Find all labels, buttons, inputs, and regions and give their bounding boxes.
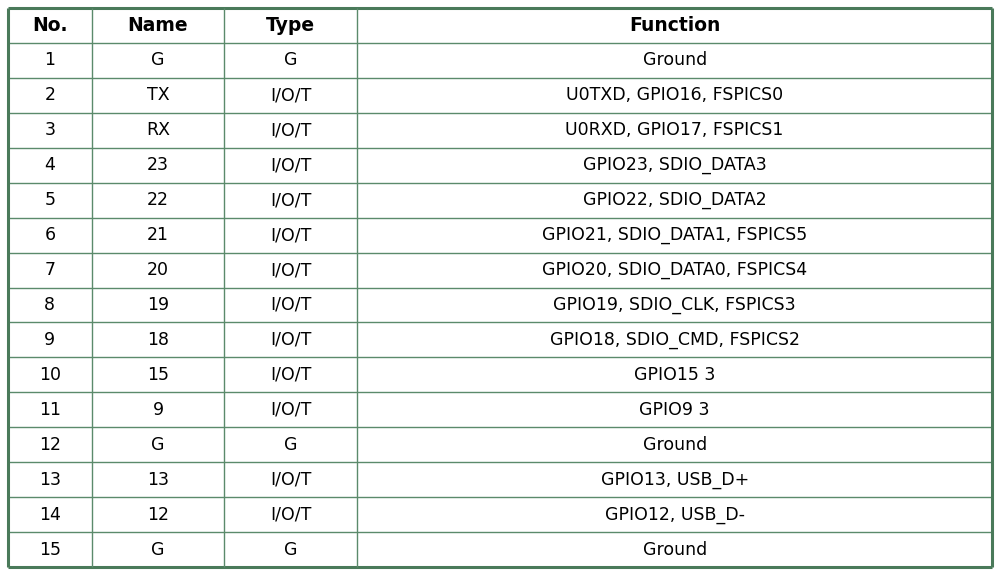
Text: GPIO9 3: GPIO9 3	[639, 401, 710, 419]
Text: 19: 19	[147, 296, 169, 314]
Text: 6: 6	[44, 226, 55, 244]
Text: Ground: Ground	[643, 540, 707, 558]
Text: G: G	[151, 540, 165, 558]
Text: I/O/T: I/O/T	[270, 331, 312, 349]
Text: GPIO23, SDIO_DATA3: GPIO23, SDIO_DATA3	[583, 156, 767, 174]
Text: G: G	[151, 436, 165, 454]
Text: Type: Type	[266, 16, 315, 35]
Text: RX: RX	[146, 121, 170, 139]
Text: 18: 18	[147, 331, 169, 349]
Text: Ground: Ground	[643, 436, 707, 454]
Text: 8: 8	[44, 296, 55, 314]
Text: GPIO22, SDIO_DATA2: GPIO22, SDIO_DATA2	[583, 191, 767, 209]
Text: Ground: Ground	[643, 51, 707, 70]
Text: TX: TX	[147, 86, 169, 104]
Text: 3: 3	[44, 121, 55, 139]
Text: 20: 20	[147, 261, 169, 279]
Text: 1: 1	[44, 51, 55, 70]
Text: I/O/T: I/O/T	[270, 366, 312, 384]
Text: 11: 11	[39, 401, 61, 419]
Text: GPIO19, SDIO_CLK, FSPICS3: GPIO19, SDIO_CLK, FSPICS3	[553, 296, 796, 314]
Text: I/O/T: I/O/T	[270, 121, 312, 139]
Text: I/O/T: I/O/T	[270, 401, 312, 419]
Text: 2: 2	[44, 86, 55, 104]
Text: G: G	[284, 540, 298, 558]
Text: 22: 22	[147, 191, 169, 209]
Text: U0RXD, GPIO17, FSPICS1: U0RXD, GPIO17, FSPICS1	[565, 121, 784, 139]
Text: 13: 13	[39, 471, 61, 489]
Text: 5: 5	[44, 191, 55, 209]
Text: I/O/T: I/O/T	[270, 296, 312, 314]
Text: 10: 10	[39, 366, 61, 384]
Text: I/O/T: I/O/T	[270, 191, 312, 209]
Text: GPIO15 3: GPIO15 3	[634, 366, 715, 384]
Text: 12: 12	[147, 505, 169, 524]
Text: GPIO12, USB_D-: GPIO12, USB_D-	[605, 505, 745, 524]
Text: U0TXD, GPIO16, FSPICS0: U0TXD, GPIO16, FSPICS0	[566, 86, 783, 104]
Text: 21: 21	[147, 226, 169, 244]
Text: 12: 12	[39, 436, 61, 454]
Text: 9: 9	[152, 401, 164, 419]
Text: 14: 14	[39, 505, 61, 524]
Text: G: G	[284, 51, 298, 70]
Text: GPIO21, SDIO_DATA1, FSPICS5: GPIO21, SDIO_DATA1, FSPICS5	[542, 226, 807, 244]
Text: 13: 13	[147, 471, 169, 489]
Text: GPIO20, SDIO_DATA0, FSPICS4: GPIO20, SDIO_DATA0, FSPICS4	[542, 261, 807, 279]
Text: 4: 4	[44, 156, 55, 174]
Text: Function: Function	[629, 16, 720, 35]
Text: 7: 7	[44, 261, 55, 279]
Text: 15: 15	[147, 366, 169, 384]
Text: I/O/T: I/O/T	[270, 261, 312, 279]
Text: GPIO18, SDIO_CMD, FSPICS2: GPIO18, SDIO_CMD, FSPICS2	[550, 331, 800, 349]
Text: G: G	[284, 436, 298, 454]
Text: No.: No.	[32, 16, 68, 35]
Text: I/O/T: I/O/T	[270, 86, 312, 104]
Text: I/O/T: I/O/T	[270, 156, 312, 174]
Text: Name: Name	[128, 16, 188, 35]
Text: GPIO13, USB_D+: GPIO13, USB_D+	[601, 471, 749, 489]
Text: I/O/T: I/O/T	[270, 226, 312, 244]
Text: I/O/T: I/O/T	[270, 471, 312, 489]
Text: G: G	[151, 51, 165, 70]
Text: 23: 23	[147, 156, 169, 174]
Text: 9: 9	[44, 331, 55, 349]
Text: I/O/T: I/O/T	[270, 505, 312, 524]
Text: 15: 15	[39, 540, 61, 558]
